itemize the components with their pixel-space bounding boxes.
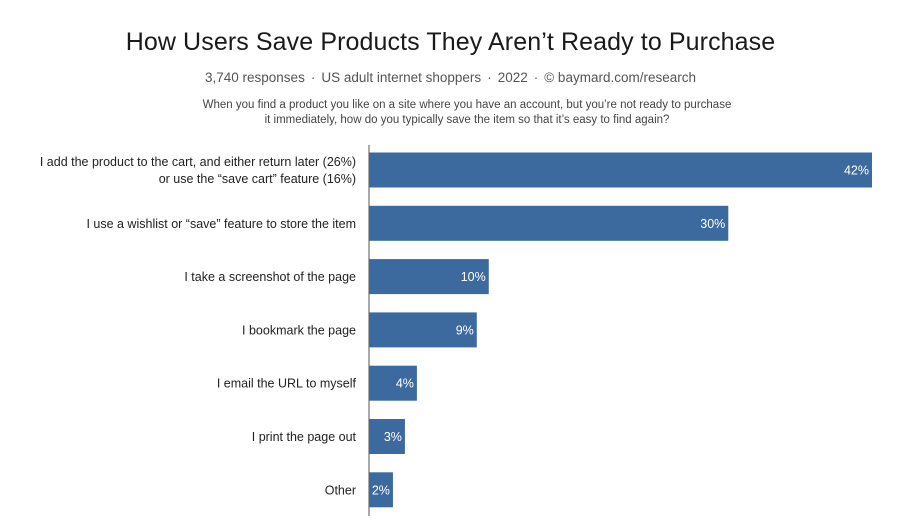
bar (369, 419, 405, 454)
bar-value-label: 4% (396, 377, 414, 391)
bar-value-label: 30% (700, 217, 725, 231)
bar-value-label: 3% (384, 430, 402, 444)
bar-value-label: 9% (456, 323, 474, 337)
bar (369, 259, 489, 295)
source-label: © baymard.com/research (544, 70, 696, 85)
bar-value-label: 42% (844, 164, 869, 178)
category-label: I use a wishlist or “save” feature to st… (86, 217, 356, 231)
year-label: 2022 (497, 70, 528, 85)
bar (369, 472, 393, 508)
separator: · (310, 70, 316, 85)
category-label: I bookmark the page (242, 323, 356, 337)
chart-subtitle: 3,740 responses · US adult internet shoppe… (0, 70, 901, 85)
responses-count: 3,740 responses (205, 70, 305, 85)
audience-label: US adult internet shoppers (321, 70, 482, 85)
bar (369, 312, 477, 348)
bar-value-label: 2% (372, 483, 390, 497)
separator: · (533, 70, 539, 85)
bar (369, 205, 729, 241)
category-label: I add the product to the cart, and eithe… (40, 155, 356, 169)
chart-title: How Users Save Products They Aren’t Read… (125, 28, 776, 56)
survey-question: When you find a product you like on a si… (202, 99, 732, 126)
category-label: I print the page out (252, 430, 357, 444)
bar (369, 365, 417, 401)
bar-value-label: 10% (461, 270, 486, 284)
category-label: Other (325, 483, 356, 497)
category-label: I email the URL to myself (217, 377, 357, 391)
category-label: I take a screenshot of the page (184, 270, 356, 284)
category-label: or use the “save cart” feature (16%) (159, 172, 356, 186)
bar (369, 152, 872, 188)
separator: · (487, 70, 492, 85)
